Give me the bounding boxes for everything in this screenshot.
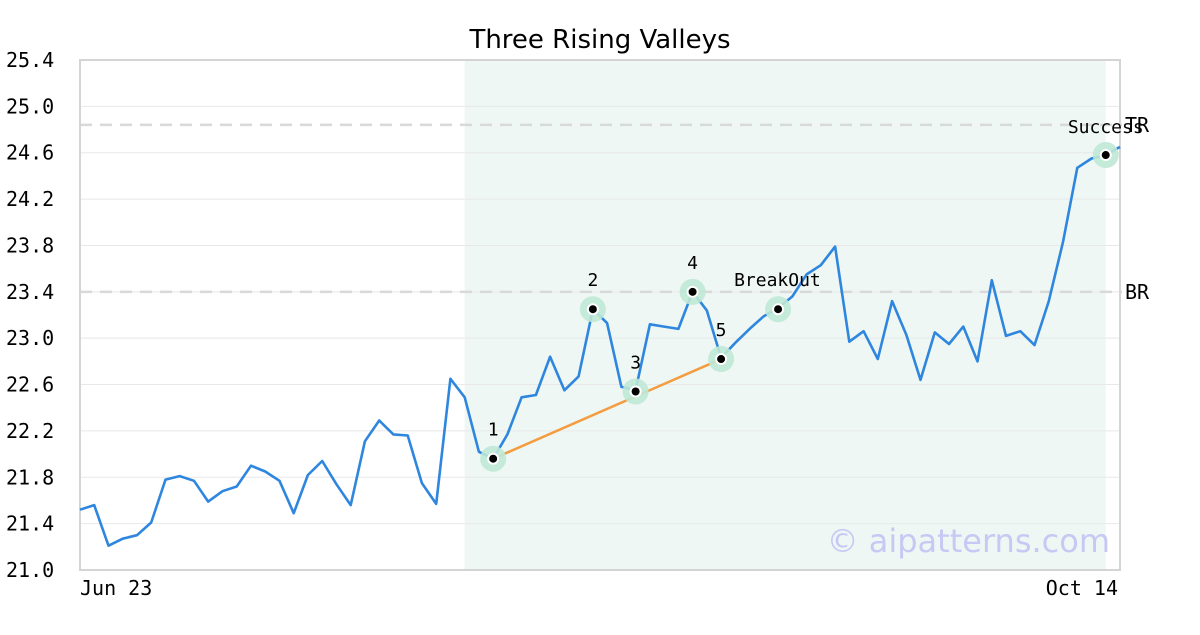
pattern-point-2: 2 <box>579 270 606 323</box>
watermark: © aipatterns.com <box>827 522 1110 560</box>
pattern-point-label: BreakOut <box>734 270 821 291</box>
pattern-point-label: 5 <box>716 320 727 341</box>
pattern-point-label: 3 <box>630 353 641 374</box>
reference-line-label-tr: TR <box>1125 113 1150 137</box>
chart-title: Three Rising Valleys <box>468 25 730 55</box>
y-tick-label: 23.8 <box>6 233 54 257</box>
plot-area: 21.0 21.4 21.8 22.2 22.6 23.0 23.4 23.8 24.2 24.6… <box>6 48 1150 600</box>
pattern-point-dot <box>717 355 726 364</box>
pattern-point-dot <box>1101 151 1110 160</box>
pattern-point-dot <box>688 287 697 296</box>
y-tick-label: 22.2 <box>6 419 54 443</box>
y-tick-label: 21.0 <box>6 558 54 582</box>
y-tick-label: 21.8 <box>6 465 54 489</box>
pattern-point-5: 5 <box>708 320 735 373</box>
y-tick-label: 24.6 <box>6 141 54 165</box>
pattern-point-dot <box>588 305 597 314</box>
support-trendline <box>492 357 722 460</box>
reference-line-label-br: BR <box>1125 280 1150 304</box>
plot-frame <box>79 59 1121 571</box>
pattern-point-label: Success <box>1068 117 1144 138</box>
y-tick-label: 21.4 <box>6 512 54 536</box>
y-tick-label: 25.4 <box>6 48 54 72</box>
y-tick-label: 23.0 <box>6 326 54 350</box>
y-tick-label: 23.4 <box>6 280 54 304</box>
pattern-point-dot <box>631 387 640 396</box>
pattern-point-1: 1 <box>480 420 507 472</box>
pattern-point-label: 1 <box>488 420 499 441</box>
pattern-point-dot <box>774 305 783 314</box>
y-tick-label: 25.0 <box>6 94 54 118</box>
pattern-point-dot <box>489 454 498 463</box>
y-tick-label: 24.2 <box>6 187 54 211</box>
pattern-point-label: 4 <box>687 253 698 274</box>
pattern-point-label: 2 <box>587 270 598 291</box>
x-tick-label: Jun 23 <box>80 576 152 600</box>
pattern-point-3: 3 <box>622 353 649 405</box>
y-tick-label: 22.6 <box>6 373 54 397</box>
x-tick-label: Oct 14 <box>1046 576 1118 600</box>
pattern-point-breakout: BreakOut <box>734 270 821 323</box>
pattern-point-4: 4 <box>679 253 706 305</box>
pattern-point-success: Success <box>1068 117 1144 169</box>
